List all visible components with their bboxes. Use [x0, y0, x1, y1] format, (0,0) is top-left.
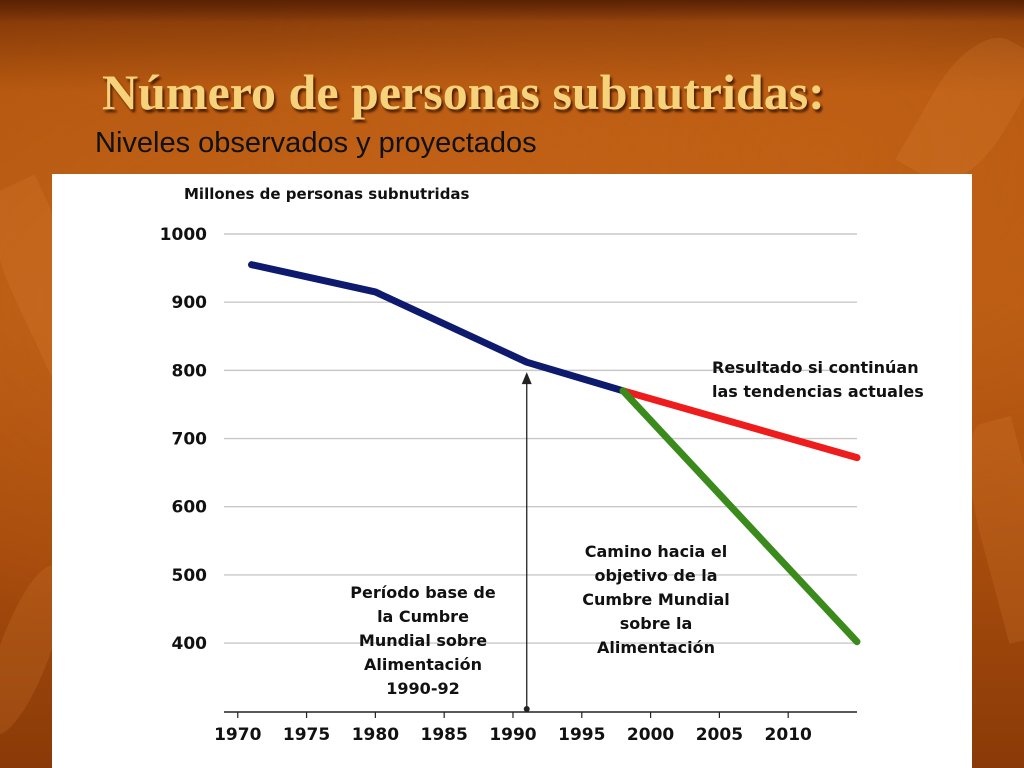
- base-period-annotation-label: Mundial sobre: [359, 631, 487, 650]
- axes: 400 500 600 700 800 900 1000 1970 1975 1980 1985 19…: [160, 225, 857, 745]
- series-line-trend: [619, 387, 861, 462]
- slide-title: Número de personas subnutridas:: [102, 64, 825, 120]
- y-tick-label: 500: [172, 566, 208, 586]
- goal-annotation-label: Cumbre Mundial: [582, 590, 730, 609]
- base-period-annotation-label: la Cumbre: [377, 607, 469, 626]
- gridlines: [224, 233, 857, 644]
- base-period-marker-dot: [523, 706, 530, 712]
- background-leaf: [895, 20, 1024, 200]
- y-tick-label: 600: [172, 498, 208, 518]
- x-tick-label: 2005: [696, 725, 743, 745]
- goal-annotation-label: Alimentación: [597, 638, 715, 657]
- chart-svg: 400 500 600 700 800 900 1000 1970 1975 1980 1985 19…: [160, 185, 924, 745]
- y-tick-label: 800: [172, 361, 208, 381]
- y-tick-label: 900: [172, 293, 208, 313]
- trend-annotation-label: las tendencias actuales: [712, 382, 924, 401]
- base-period-arrowhead: [521, 372, 532, 385]
- goal-annotation-label: Camino hacia el: [585, 542, 728, 561]
- y-axis-title: Millones de personas subnutridas: [184, 185, 470, 203]
- goal-annotation-label: sobre la: [620, 614, 693, 633]
- series-line-goal: [619, 387, 861, 646]
- base-period-annotation-label: 1990-92: [386, 679, 459, 698]
- goal-annotation-label: objetivo de la: [594, 566, 717, 585]
- y-tick-label: 1000: [160, 225, 207, 245]
- slide-top-band: [0, 0, 1024, 22]
- chart-panel: 400 500 600 700 800 900 1000 1970 1975 1980 1985 19…: [52, 174, 972, 768]
- x-tick-label: 2000: [627, 725, 674, 745]
- x-tick-label: 1975: [283, 725, 330, 745]
- annotations: Resultado si continúan las tendencias act…: [350, 358, 924, 712]
- base-period-annotation-label: Alimentación: [364, 655, 482, 674]
- x-tick-label: 1990: [489, 725, 536, 745]
- x-tick-label: 1995: [558, 725, 605, 745]
- y-tick-label: 400: [172, 634, 208, 654]
- series-lines: [248, 261, 861, 646]
- x-tick-label: 1985: [421, 725, 468, 745]
- trend-annotation-label: Resultado si continúan: [712, 358, 919, 377]
- x-tick-label: 1980: [352, 725, 399, 745]
- series-line-observed: [248, 261, 627, 395]
- y-tick-label: 700: [172, 430, 208, 450]
- slide-subtitle: Niveles observados y proyectados: [95, 127, 537, 159]
- base-period-annotation-label: Período base de: [350, 583, 496, 602]
- x-tick-label: 1970: [214, 725, 261, 745]
- x-tick-label: 2010: [765, 725, 812, 745]
